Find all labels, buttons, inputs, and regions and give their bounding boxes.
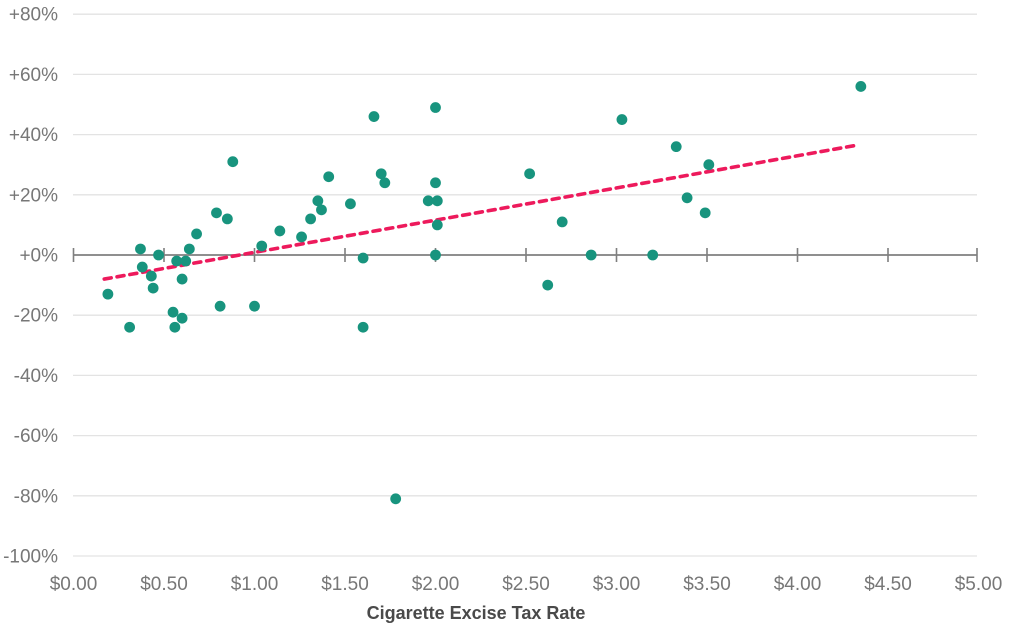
data-point xyxy=(542,279,554,291)
data-point xyxy=(145,270,157,282)
x-tick-label: $1.00 xyxy=(231,574,279,595)
data-point xyxy=(345,198,356,210)
x-tick-label: $3.00 xyxy=(593,574,641,595)
data-point xyxy=(124,321,136,333)
y-tick-label: -100% xyxy=(3,547,58,568)
data-point xyxy=(102,288,114,300)
data-point xyxy=(375,168,387,180)
data-point xyxy=(167,306,179,318)
y-tick-label: +20% xyxy=(9,185,58,206)
y-tick-label: -20% xyxy=(14,306,58,327)
data-point xyxy=(390,493,402,505)
y-tick-label: -60% xyxy=(14,426,58,447)
data-point xyxy=(153,249,164,261)
data-point xyxy=(227,156,239,168)
data-point xyxy=(305,213,317,225)
data-point xyxy=(316,204,327,216)
data-point xyxy=(135,243,146,255)
x-tick-label: $1.50 xyxy=(321,574,369,595)
x-tick-label: $4.50 xyxy=(864,574,912,595)
data-point xyxy=(312,195,324,207)
data-point xyxy=(191,228,202,240)
data-point xyxy=(171,255,183,267)
data-point xyxy=(256,240,268,252)
data-point xyxy=(647,249,659,261)
data-point xyxy=(699,207,711,219)
data-point xyxy=(430,102,441,113)
x-tick-label: $0.00 xyxy=(50,574,98,595)
data-point xyxy=(357,252,369,264)
y-tick-label: +0% xyxy=(19,246,58,267)
data-point xyxy=(431,195,443,207)
data-point xyxy=(221,213,233,225)
x-tick-label: $2.50 xyxy=(502,574,550,595)
data-point xyxy=(556,216,568,228)
y-tick-label: +60% xyxy=(9,65,58,86)
data-point xyxy=(703,159,715,171)
data-point xyxy=(670,141,682,153)
y-tick-label: -80% xyxy=(14,486,58,507)
data-point xyxy=(430,177,441,189)
x-tick-label: $2.00 xyxy=(412,574,460,595)
data-point xyxy=(616,114,628,125)
data-point xyxy=(147,282,159,294)
data-point xyxy=(855,81,867,92)
trend-line xyxy=(102,143,860,281)
data-point xyxy=(183,243,195,255)
data-point xyxy=(524,168,536,180)
data-point xyxy=(296,231,307,243)
x-tick-label: $3.50 xyxy=(683,574,731,595)
data-point xyxy=(681,192,693,204)
y-tick-label: +40% xyxy=(9,125,58,146)
x-tick-label: $0.50 xyxy=(140,574,188,595)
data-point xyxy=(274,225,286,237)
data-point xyxy=(176,273,188,285)
data-point xyxy=(249,300,260,312)
x-tick-label: $5.00 xyxy=(955,574,1003,595)
y-tick-label: +80% xyxy=(9,5,58,26)
data-point xyxy=(180,255,192,267)
data-point xyxy=(357,321,369,333)
data-point xyxy=(136,261,148,273)
x-axis-title: Cigarette Excise Tax Rate xyxy=(366,603,586,623)
y-tick-label: -40% xyxy=(14,366,58,387)
data-point xyxy=(431,219,443,231)
data-point xyxy=(585,249,597,261)
data-point xyxy=(323,171,335,183)
data-point xyxy=(430,249,441,261)
data-point xyxy=(211,207,222,219)
data-point xyxy=(214,300,226,312)
data-point xyxy=(368,111,380,122)
data-point xyxy=(379,177,391,189)
data-point xyxy=(422,195,434,207)
x-tick-label: $4.00 xyxy=(774,574,822,595)
data-point xyxy=(176,312,188,324)
data-point xyxy=(169,321,181,333)
